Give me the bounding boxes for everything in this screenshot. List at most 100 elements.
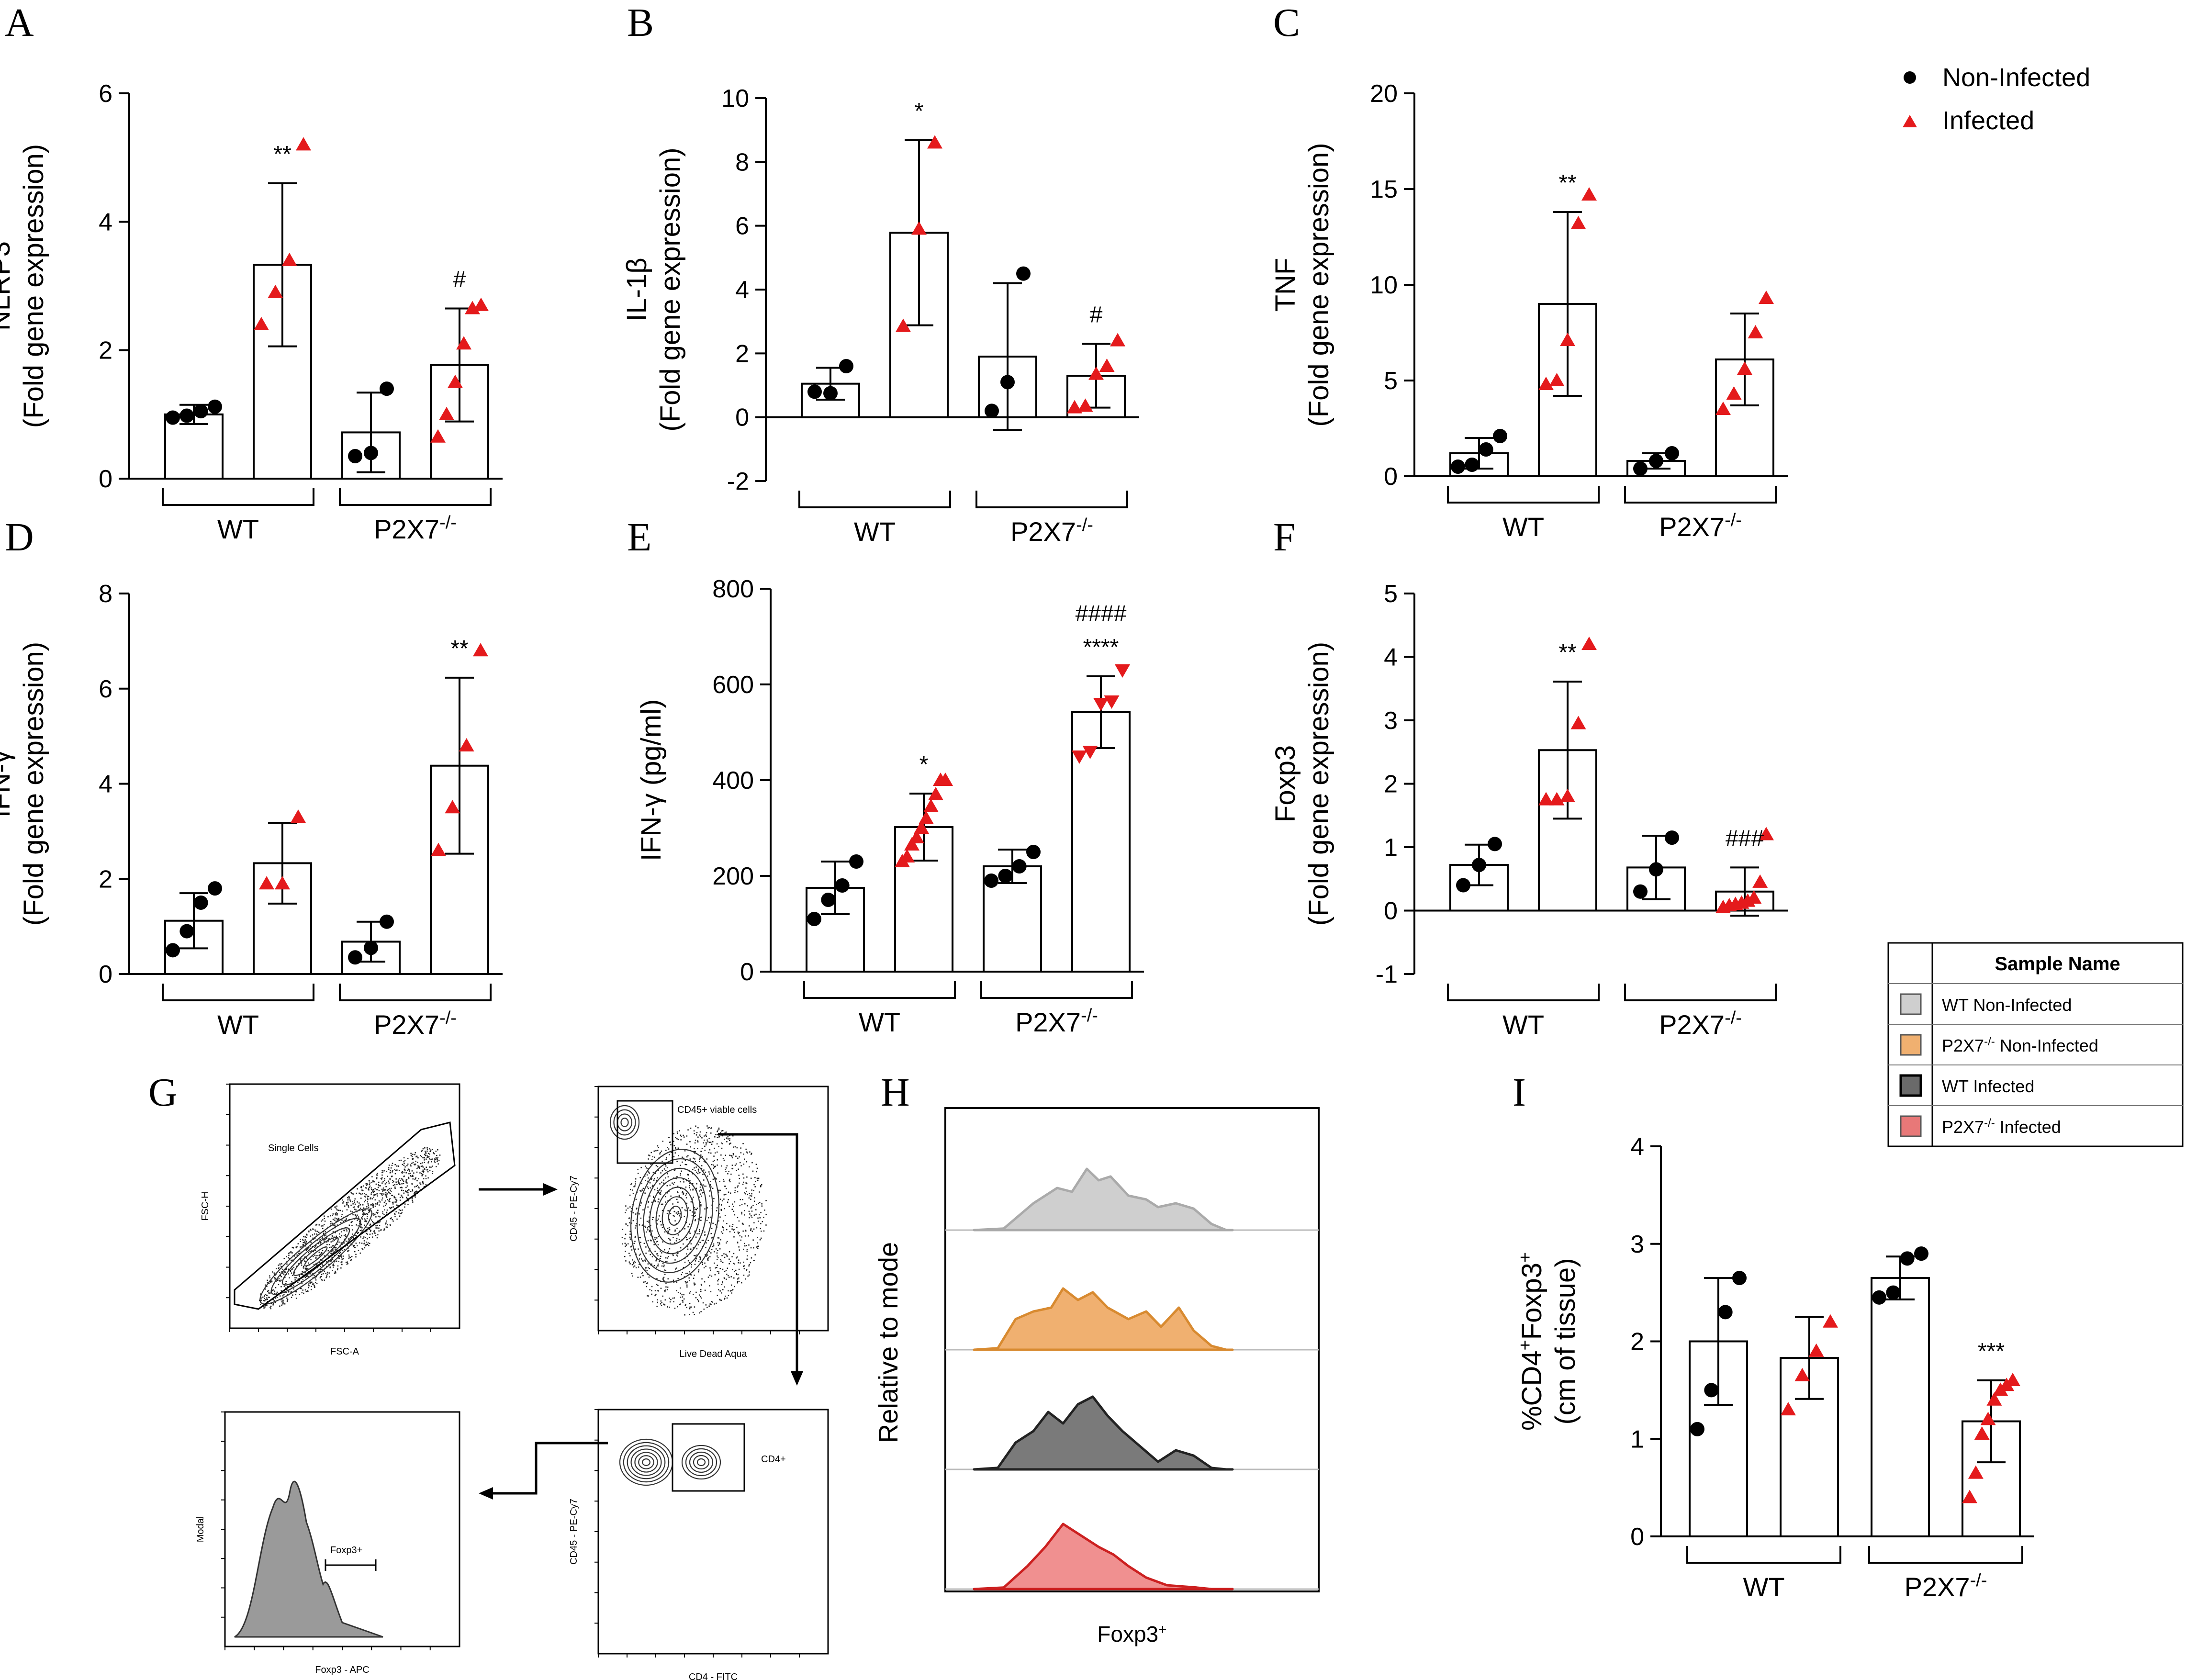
y-tick-label: 0 [1384, 463, 1398, 491]
significance-label-hash: #### [1076, 601, 1127, 627]
foxp3-histograms: Relative to mode Foxp3+ [873, 1107, 1320, 1646]
data-point-noninfected [179, 408, 194, 423]
data-point-infected [445, 800, 460, 814]
legend-row-label: P2X7-/- Non-Infected [1942, 1035, 2098, 1056]
panel-letter-h: H [881, 1070, 910, 1115]
data-point-noninfected [208, 399, 222, 414]
data-point-infected [259, 876, 274, 890]
legend-header: Sample Name [1995, 953, 2120, 974]
data-point-infected [909, 830, 924, 843]
data-point-infected [1715, 402, 1731, 415]
panel-letter-c: C [1273, 0, 1300, 45]
data-point-infected [1549, 373, 1565, 386]
noninfected-legend-label: Non-Infected [1942, 63, 2090, 92]
data-point-infected [1962, 1490, 1977, 1503]
y-tick-label: 4 [99, 771, 112, 798]
data-point-infected [1570, 716, 1586, 729]
data-point-noninfected [807, 384, 822, 399]
y-tick-label: 2 [735, 340, 749, 368]
data-point-infected [448, 374, 463, 388]
data-point-noninfected [1000, 375, 1015, 390]
y-tick-label: 400 [712, 767, 754, 795]
y-axis-label-units: (Fold gene expression) [1303, 143, 1334, 426]
group-bracket [339, 984, 492, 1001]
group-bracket [803, 981, 956, 999]
flow-y-label: FSC-H [200, 1191, 211, 1221]
data-point-infected [928, 787, 943, 800]
data-point-noninfected [823, 386, 838, 401]
significance-label: # [453, 267, 466, 292]
y-tick-label: 15 [1370, 176, 1398, 203]
data-point-infected [1538, 377, 1554, 390]
histogram-y-label: Relative to mode [873, 1242, 903, 1443]
y-axis-label: Foxp3 [1270, 745, 1301, 822]
panel-letters: A B C D E F G H I [5, 0, 1526, 1115]
significance-label: ** [450, 636, 468, 661]
data-point-noninfected [1465, 458, 1480, 472]
data-point-infected [1104, 695, 1120, 709]
data-point-infected [1980, 1411, 1996, 1425]
y-axis-label: IFN-γ (pg/ml) [636, 699, 667, 861]
data-point-infected [914, 820, 929, 834]
significance-label: **** [1083, 635, 1119, 660]
chart-b: -2 0 2 4 6 8 10 IL-1β (Fold gene expression) * # WT… [621, 85, 1139, 547]
group-bracket [1447, 984, 1600, 1001]
histogram-curve [973, 1523, 1234, 1590]
group-bracket [1868, 1546, 2023, 1564]
y-tick-label: 4 [1384, 644, 1398, 672]
significance-label: ### [1726, 826, 1764, 851]
group-bracket [162, 984, 314, 1001]
y-axis-label-units: (Fold gene expression) [1303, 642, 1334, 926]
data-point-infected [904, 837, 919, 851]
svg-text:Foxp3+: Foxp3+ [330, 1545, 362, 1556]
data-point-infected [1110, 333, 1125, 347]
data-point-infected [1968, 1465, 1984, 1479]
svg-text:Single Cells: Single Cells [268, 1143, 319, 1154]
y-tick-label: 0 [1630, 1523, 1644, 1551]
data-point-noninfected [364, 941, 378, 955]
y-axis-label-units: (Fold gene expression) [18, 642, 49, 926]
infected-marker [1903, 115, 1917, 127]
flow-plot-cd4: CD4+ CD4 - FITC CD45 - PE-Cy7 [569, 1409, 829, 1680]
group-label-ko: P2X7-/- [374, 513, 457, 544]
data-point-noninfected [1900, 1251, 1915, 1266]
y-tick-label: 4 [735, 276, 749, 304]
panel-letter-a: A [5, 0, 34, 45]
group-label-wt: WT [1502, 512, 1544, 542]
y-tick-label: 600 [712, 671, 754, 699]
data-point-infected [938, 773, 953, 786]
legend-frame [1887, 942, 2184, 1147]
data-point-noninfected [166, 410, 180, 425]
y-axis-label-units: (Fold gene expression) [655, 147, 686, 431]
data-point-noninfected [1732, 1271, 1747, 1286]
chart-c: 0 5 10 15 20 TNF (Fold gene expression) ** WT P2X… [1270, 80, 1788, 542]
data-point-infected [473, 643, 488, 657]
data-point-noninfected [1633, 884, 1648, 899]
data-point-noninfected [998, 869, 1013, 883]
data-point-infected [1746, 890, 1762, 904]
flow-plot-foxp3: Foxp3+ Foxp3 - APC Modal [195, 1411, 460, 1675]
significance-label: # [1090, 302, 1103, 327]
data-point-infected [1538, 792, 1554, 806]
data-point-infected [1072, 750, 1087, 764]
data-point-infected [459, 738, 474, 751]
histogram-curve [973, 1395, 1234, 1471]
data-point-infected [268, 284, 283, 298]
chart-i: 0 1 2 3 4 %CD4+Foxp3+(cm of tissue) *** WT P2X7-… [1515, 1133, 2034, 1602]
y-tick-label: 8 [735, 148, 749, 176]
chart-d: 0 2 4 6 8 IFN-γ (Fold gene expression) ** WT P2X7… [0, 580, 503, 1040]
group-label-wt: WT [1502, 1009, 1544, 1040]
flow-plot-cd45-viable: CD45+ viable cells Live Dead Aqua CD45 - P… [569, 1086, 829, 1359]
data-point-infected [1082, 746, 1098, 759]
data-point-infected [1781, 1402, 1796, 1416]
data-point-infected [1808, 1343, 1824, 1357]
data-point-infected [1823, 1314, 1838, 1328]
y-tick-label: 20 [1370, 80, 1398, 108]
chart-a: 0 2 4 6 NLRP3 (Fold gene expression) ** # WT P2X7… [0, 80, 503, 544]
data-point-noninfected [1649, 862, 1663, 877]
y-tick-label: 800 [712, 575, 754, 603]
y-tick-label: 4 [99, 208, 112, 236]
group-label-wt: WT [217, 514, 259, 544]
y-tick-label: 5 [1384, 367, 1398, 395]
